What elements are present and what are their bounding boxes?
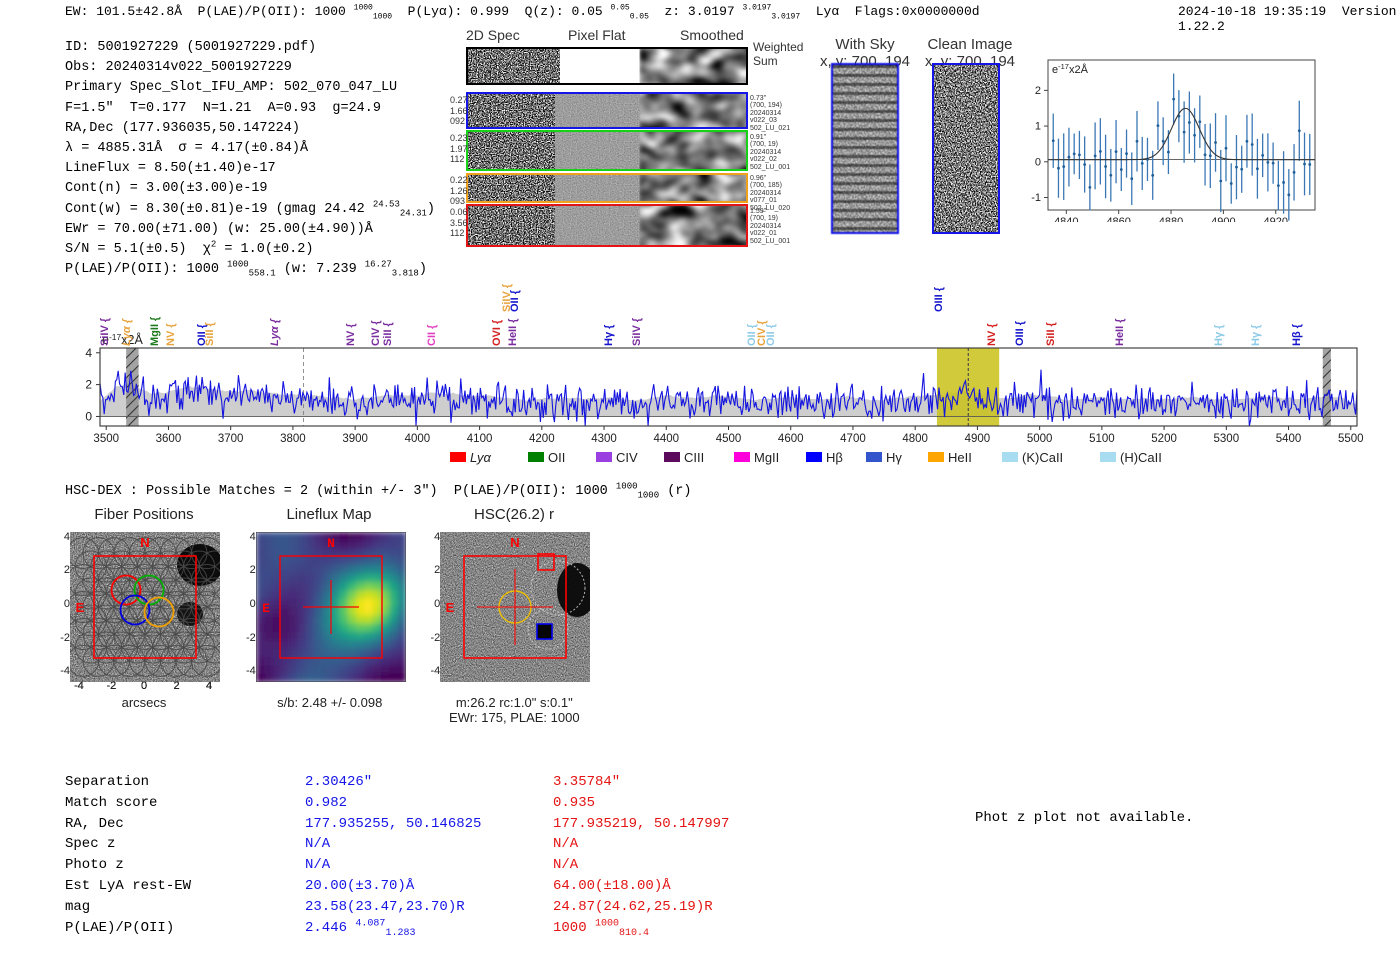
svg-text:4900: 4900	[1211, 216, 1235, 222]
svg-text:4300: 4300	[591, 433, 617, 445]
svg-text:4500: 4500	[716, 433, 742, 445]
svg-text:5200: 5200	[1151, 433, 1177, 445]
svg-text:0: 0	[1035, 156, 1041, 168]
svg-text:5400: 5400	[1276, 433, 1302, 445]
svg-text:4900: 4900	[965, 433, 991, 445]
svg-text:3500: 3500	[93, 433, 119, 445]
svg-text:5300: 5300	[1214, 433, 1240, 445]
svg-text:0: 0	[85, 409, 92, 423]
svg-text:5100: 5100	[1089, 433, 1115, 445]
svg-text:4100: 4100	[467, 433, 493, 445]
svg-text:-1: -1	[1031, 192, 1041, 204]
svg-text:4860: 4860	[1106, 216, 1130, 222]
svg-text:4920: 4920	[1263, 216, 1287, 222]
svg-text:E: E	[262, 601, 270, 616]
svg-text:N: N	[511, 535, 520, 550]
svg-text:4000: 4000	[405, 433, 431, 445]
svg-text:4800: 4800	[902, 433, 928, 445]
svg-text:5000: 5000	[1027, 433, 1053, 445]
svg-text:4840: 4840	[1054, 216, 1078, 222]
svg-text:3600: 3600	[156, 433, 182, 445]
svg-text:3800: 3800	[280, 433, 306, 445]
svg-text:E: E	[76, 600, 85, 615]
svg-text:N: N	[140, 535, 149, 550]
svg-text:4700: 4700	[840, 433, 866, 445]
svg-text:e-17x2Å: e-17x2Å	[1052, 62, 1089, 76]
svg-text:3700: 3700	[218, 433, 244, 445]
svg-text:5500: 5500	[1338, 433, 1364, 445]
svg-text:E: E	[446, 600, 455, 615]
svg-text:4400: 4400	[653, 433, 679, 445]
svg-text:4600: 4600	[778, 433, 804, 445]
svg-text:1: 1	[1035, 121, 1041, 133]
svg-text:2: 2	[1035, 85, 1041, 97]
svg-text:2: 2	[85, 378, 92, 392]
svg-text:3900: 3900	[342, 433, 368, 445]
svg-text:N: N	[327, 536, 335, 551]
svg-text:4: 4	[85, 346, 92, 360]
svg-text:4200: 4200	[529, 433, 555, 445]
svg-text:4880: 4880	[1159, 216, 1183, 222]
